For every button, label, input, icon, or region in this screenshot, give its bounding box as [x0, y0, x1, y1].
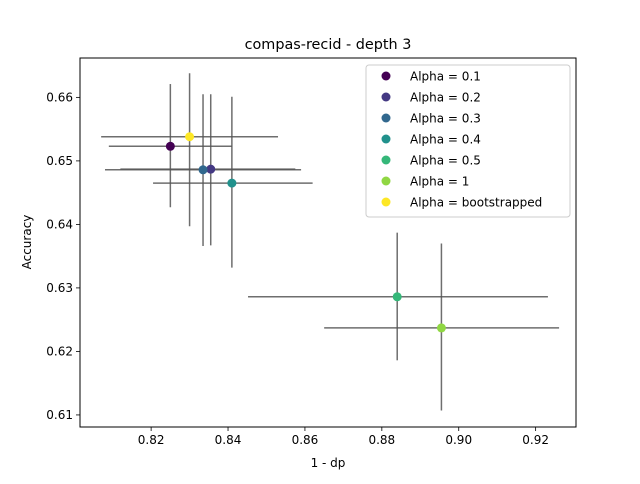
- legend-box: [365, 64, 571, 218]
- legend-marker: [381, 197, 391, 207]
- legend-entry-label: Alpha = 0.3: [410, 112, 481, 126]
- legend-entry-label: Alpha = 0.5: [410, 154, 481, 168]
- data-point: [185, 132, 195, 142]
- data-point: [206, 164, 216, 174]
- y-tick-label: 0.63: [46, 281, 73, 295]
- plot-area-frame: [79, 57, 577, 428]
- data-points: [165, 132, 446, 333]
- legend: Alpha = 0.1 Alpha = 0.2 Alpha = 0.3 Alpha =…: [365, 64, 571, 218]
- legend-marker: [381, 176, 391, 186]
- data-point: [436, 323, 446, 333]
- data-point: [392, 292, 402, 302]
- data-point: [165, 141, 175, 151]
- x-axis-label: 1 - dp: [311, 456, 346, 470]
- legend-entry-label: Alpha = 0.2: [410, 91, 481, 105]
- legend-marker: [381, 92, 391, 102]
- legend-marker: [381, 134, 391, 144]
- y-tick-label: 0.65: [46, 154, 73, 168]
- legend-entry-label: Alpha = 0.4: [410, 133, 481, 147]
- legend-marker: [381, 113, 391, 123]
- x-tick-label: 0.84: [215, 433, 242, 447]
- y-tick-label: 0.64: [46, 218, 73, 232]
- x-tick-label: 0.82: [138, 433, 165, 447]
- x-tick-label: 0.88: [368, 433, 395, 447]
- chart-title: compas-recid - depth 3: [245, 37, 412, 53]
- legend-entry-label: Alpha = 0.1: [410, 70, 481, 84]
- y-axis-label: Accuracy: [20, 215, 34, 270]
- y-axis: 0.61 0.62 0.63 0.64 0.65 0.66: [46, 91, 80, 422]
- y-tick-label: 0.61: [46, 408, 73, 422]
- legend-entry-label: Alpha = 1: [410, 175, 469, 189]
- y-tick-label: 0.62: [46, 345, 73, 359]
- x-tick-label: 0.92: [522, 433, 549, 447]
- x-tick-label: 0.90: [445, 433, 472, 447]
- x-axis: 0.82 0.84 0.86 0.88 0.90 0.92: [138, 427, 549, 447]
- legend-marker: [381, 71, 391, 81]
- legend-marker: [381, 155, 391, 165]
- legend-entry-label: Alpha = bootstrapped: [410, 196, 542, 210]
- x-tick-label: 0.86: [292, 433, 319, 447]
- data-point: [227, 178, 237, 188]
- y-tick-label: 0.66: [46, 91, 73, 105]
- data-point: [198, 165, 208, 175]
